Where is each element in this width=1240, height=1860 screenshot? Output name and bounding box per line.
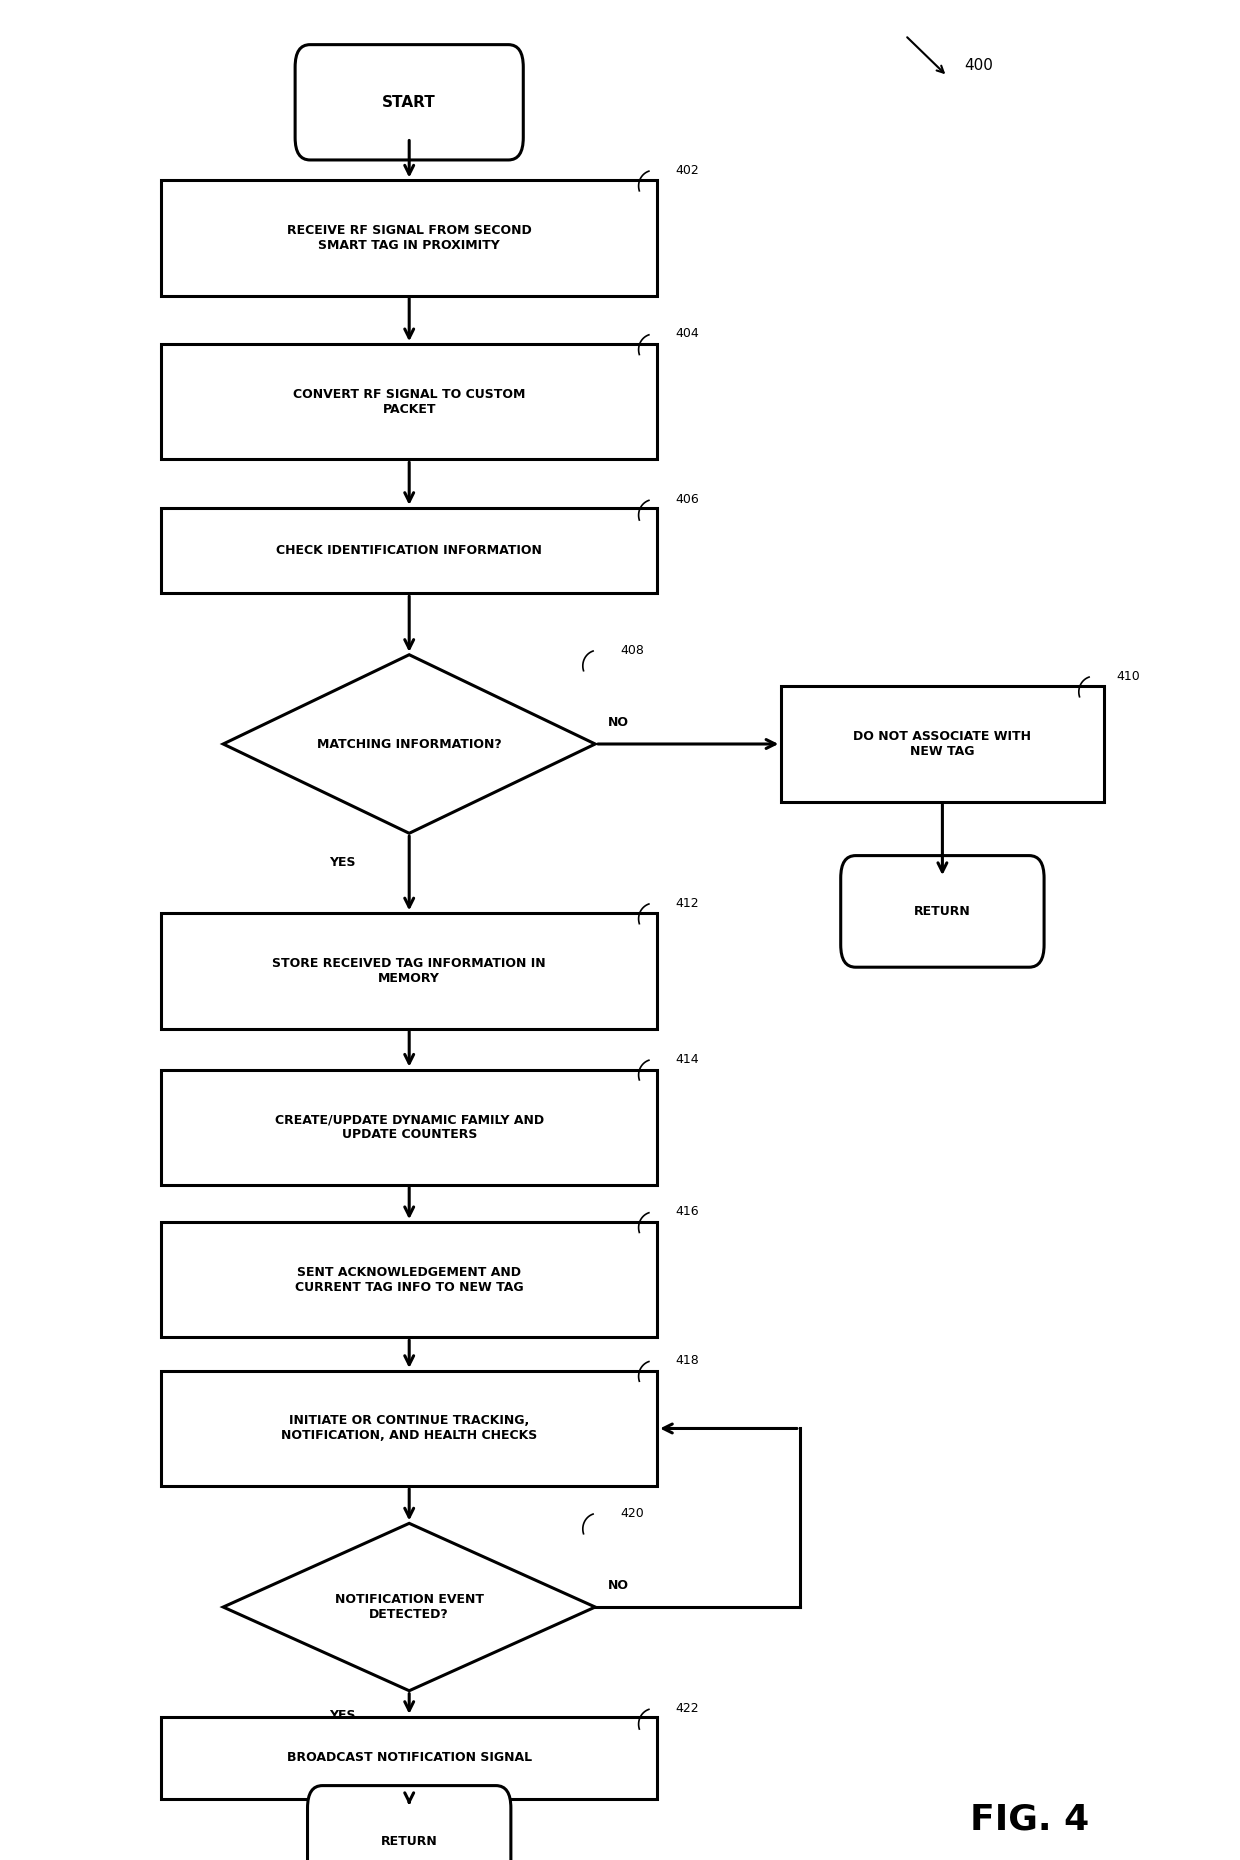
FancyBboxPatch shape bbox=[308, 1786, 511, 1860]
Text: 418: 418 bbox=[676, 1354, 699, 1367]
Text: BROADCAST NOTIFICATION SIGNAL: BROADCAST NOTIFICATION SIGNAL bbox=[286, 1752, 532, 1763]
Text: CREATE/UPDATE DYNAMIC FAMILY AND
UPDATE COUNTERS: CREATE/UPDATE DYNAMIC FAMILY AND UPDATE … bbox=[274, 1112, 544, 1142]
Bar bbox=[781, 686, 1104, 802]
Text: STORE RECEIVED TAG INFORMATION IN
MEMORY: STORE RECEIVED TAG INFORMATION IN MEMORY bbox=[273, 956, 546, 986]
Text: NOTIFICATION EVENT
DETECTED?: NOTIFICATION EVENT DETECTED? bbox=[335, 1592, 484, 1622]
Polygon shape bbox=[223, 1523, 595, 1691]
Text: 416: 416 bbox=[676, 1205, 699, 1218]
Text: RETURN: RETURN bbox=[914, 906, 971, 917]
Bar bbox=[161, 344, 657, 459]
Text: NO: NO bbox=[608, 1579, 629, 1592]
Text: SENT ACKNOWLEDGEMENT AND
CURRENT TAG INFO TO NEW TAG: SENT ACKNOWLEDGEMENT AND CURRENT TAG INF… bbox=[295, 1265, 523, 1295]
FancyBboxPatch shape bbox=[841, 856, 1044, 967]
Bar bbox=[161, 180, 657, 296]
Bar bbox=[161, 1222, 657, 1337]
Text: FIG. 4: FIG. 4 bbox=[970, 1802, 1089, 1836]
Bar bbox=[161, 508, 657, 593]
Text: YES: YES bbox=[329, 856, 355, 869]
Text: NO: NO bbox=[608, 716, 629, 729]
Text: 400: 400 bbox=[965, 58, 993, 73]
Text: RETURN: RETURN bbox=[381, 1836, 438, 1847]
Bar bbox=[161, 1070, 657, 1185]
Text: INITIATE OR CONTINUE TRACKING,
NOTIFICATION, AND HEALTH CHECKS: INITIATE OR CONTINUE TRACKING, NOTIFICAT… bbox=[281, 1414, 537, 1443]
Text: 410: 410 bbox=[1116, 670, 1140, 683]
Text: 406: 406 bbox=[676, 493, 699, 506]
Polygon shape bbox=[223, 655, 595, 833]
Text: 404: 404 bbox=[676, 327, 699, 340]
Bar bbox=[161, 1717, 657, 1799]
Text: 412: 412 bbox=[676, 897, 699, 910]
Text: 420: 420 bbox=[620, 1507, 644, 1520]
Text: RECEIVE RF SIGNAL FROM SECOND
SMART TAG IN PROXIMITY: RECEIVE RF SIGNAL FROM SECOND SMART TAG … bbox=[286, 223, 532, 253]
Text: MATCHING INFORMATION?: MATCHING INFORMATION? bbox=[317, 738, 501, 750]
Bar bbox=[161, 1371, 657, 1486]
Text: 402: 402 bbox=[676, 164, 699, 177]
Bar bbox=[161, 913, 657, 1029]
Text: CONVERT RF SIGNAL TO CUSTOM
PACKET: CONVERT RF SIGNAL TO CUSTOM PACKET bbox=[293, 387, 526, 417]
Text: 422: 422 bbox=[676, 1702, 699, 1715]
FancyBboxPatch shape bbox=[295, 45, 523, 160]
Text: DO NOT ASSOCIATE WITH
NEW TAG: DO NOT ASSOCIATE WITH NEW TAG bbox=[853, 729, 1032, 759]
Text: 408: 408 bbox=[620, 644, 644, 657]
Text: YES: YES bbox=[329, 1709, 355, 1722]
Text: CHECK IDENTIFICATION INFORMATION: CHECK IDENTIFICATION INFORMATION bbox=[277, 545, 542, 556]
Text: 414: 414 bbox=[676, 1053, 699, 1066]
Text: START: START bbox=[382, 95, 436, 110]
